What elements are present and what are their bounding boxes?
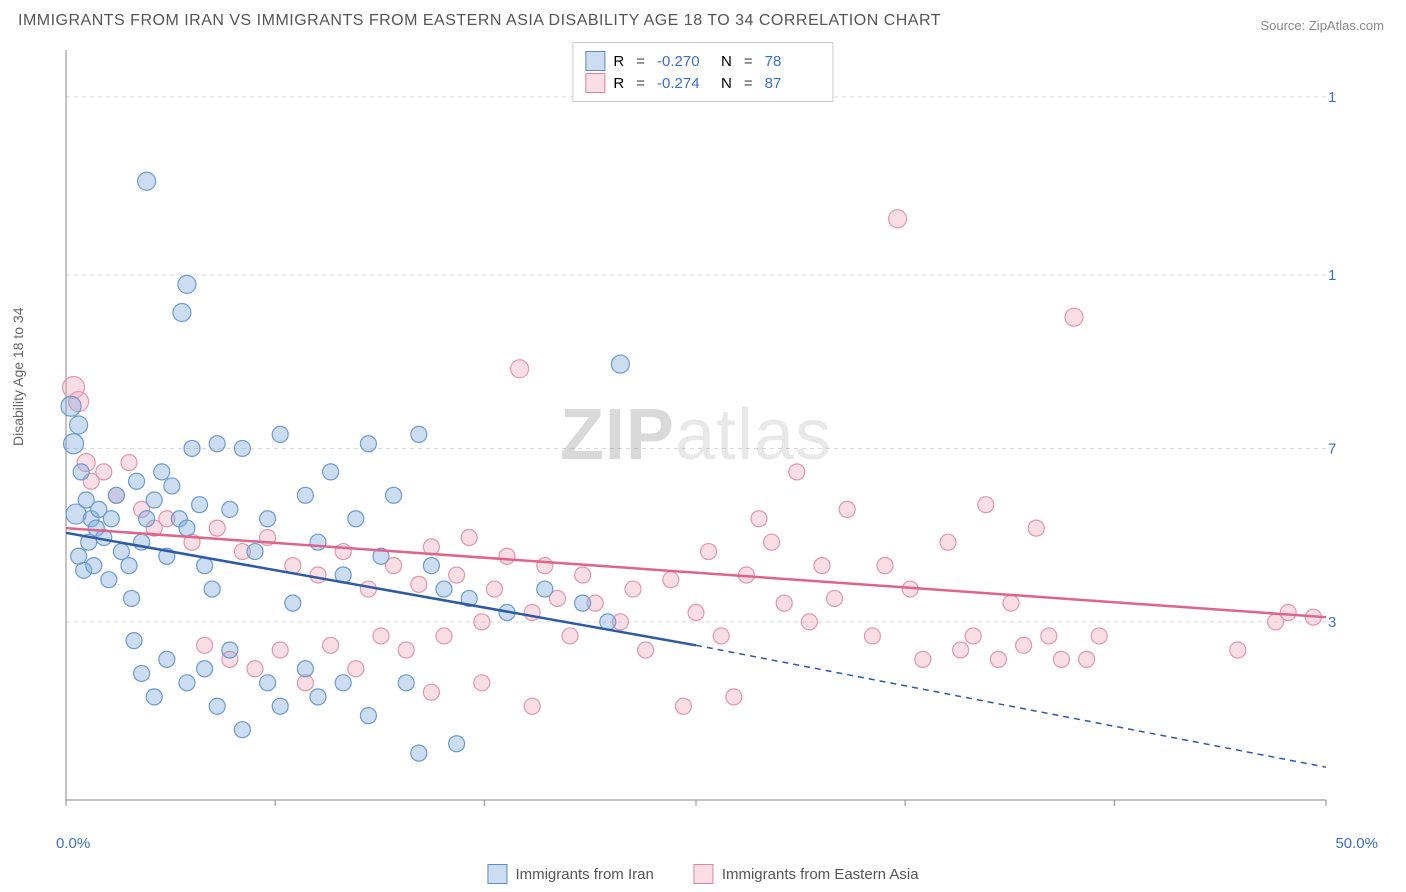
equals-sign: = [744,75,753,92]
n-label: N [721,75,732,92]
chart-title: IMMIGRANTS FROM IRAN VS IMMIGRANTS FROM … [18,12,941,30]
legend-row-series1: R = -0.270 N = 78 [585,51,820,71]
legend-item-pink: Immigrants from Eastern Asia [694,864,919,884]
r-value-1: -0.270 [657,53,713,70]
plot-area: 3.8%7.5%11.2%15.0% ZIPatlas [56,40,1336,830]
n-label: N [721,53,732,70]
r-label: R [613,75,624,92]
x-axis-min: 0.0% [56,835,90,852]
svg-text:11.2%: 11.2% [1328,267,1336,284]
source-link[interactable]: ZipAtlas.com [1309,18,1384,33]
correlation-legend: R = -0.270 N = 78 R = -0.274 N = 87 [572,42,833,102]
y-axis-label: Disability Age 18 to 34 [10,307,26,446]
series-legend: Immigrants from Iran Immigrants from Eas… [487,864,918,884]
swatch-pink [585,73,605,93]
equals-sign: = [744,53,753,70]
chart-svg: 3.8% 7.5% 11.2% 15.0% [56,40,1336,830]
svg-text:15.0%: 15.0% [1328,89,1336,106]
x-axis-max: 50.0% [1335,835,1378,852]
n-value-1: 78 [765,53,821,70]
svg-text:7.5%: 7.5% [1328,440,1336,457]
swatch-blue [585,51,605,71]
source-attribution: Source: ZipAtlas.com [1260,18,1384,33]
r-value-2: -0.274 [657,75,713,92]
legend-row-series2: R = -0.274 N = 87 [585,73,820,93]
r-label: R [613,53,624,70]
legend-item-blue: Immigrants from Iran [487,864,653,884]
swatch-pink [694,864,714,884]
legend-label-2: Immigrants from Eastern Asia [722,866,919,883]
n-value-2: 87 [765,75,821,92]
legend-label-1: Immigrants from Iran [515,866,653,883]
equals-sign: = [636,75,645,92]
equals-sign: = [636,53,645,70]
svg-text:3.8%: 3.8% [1328,614,1336,631]
swatch-blue [487,864,507,884]
source-prefix: Source: [1260,18,1308,33]
